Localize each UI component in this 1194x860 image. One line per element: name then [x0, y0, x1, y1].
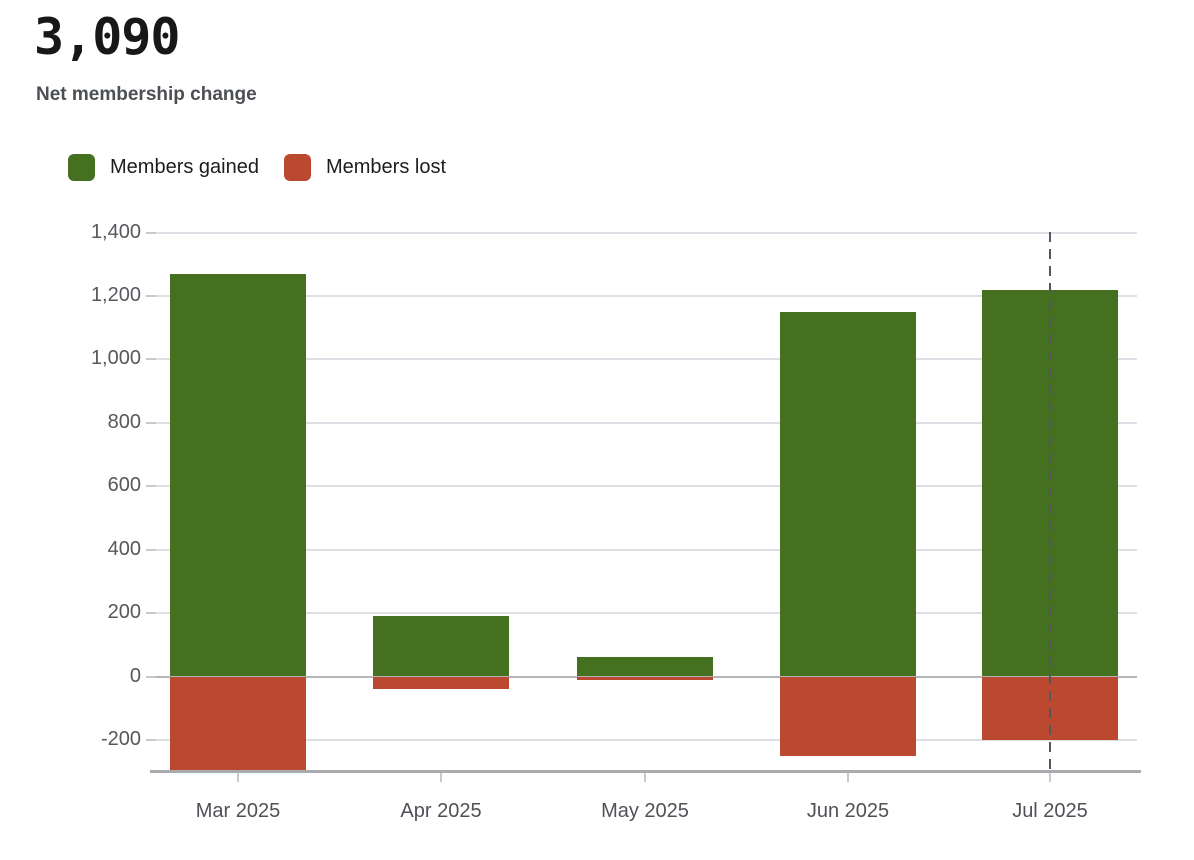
- x-tick-label-mar-2025: Mar 2025: [195, 800, 281, 822]
- net-change-value: 3,090: [34, 8, 181, 66]
- members-lost-swatch-icon: [283, 154, 311, 181]
- y-tick-label: 600: [107, 474, 141, 497]
- y-axis-tick: [146, 675, 156, 678]
- y-tick-label: 1,000: [90, 347, 141, 370]
- legend-label-members-lost: Members lost: [325, 156, 446, 178]
- bar-members-lost-jun-2025: [780, 676, 916, 756]
- x-axis-tick: [1049, 772, 1051, 782]
- net-change-label: Net membership change: [36, 84, 257, 105]
- x-axis-line: [150, 769, 1141, 773]
- y-axis-tick: [146, 612, 156, 615]
- x-tick-label-may-2025: May 2025: [601, 800, 689, 822]
- y-tick-label: 0: [129, 664, 141, 687]
- bar-members-gained-mar-2025: [170, 273, 306, 677]
- x-axis-tick: [847, 772, 849, 782]
- members-gained-swatch-icon: [68, 154, 95, 181]
- y-axis-tick: [146, 294, 156, 297]
- y-tick-label: 200: [107, 601, 141, 624]
- y-axis-tick: [146, 421, 156, 424]
- bar-members-lost-apr-2025: [373, 676, 509, 690]
- y-tick-label: -200: [100, 727, 141, 750]
- chart-legend: Members gained Members lost: [68, 154, 446, 181]
- x-axis-tick: [237, 772, 239, 782]
- y-tick-label: 1,400: [90, 220, 141, 243]
- gridline: [155, 294, 1137, 297]
- gridline: [155, 421, 1137, 424]
- legend-item-members-lost: Members lost: [283, 154, 446, 181]
- y-axis-tick: [146, 485, 156, 488]
- y-tick-label: 400: [107, 537, 141, 560]
- y-axis-tick: [146, 231, 156, 234]
- x-axis-tick: [644, 772, 646, 782]
- current-period-dashed-rule: [1048, 231, 1052, 772]
- x-tick-label-jun-2025: Jun 2025: [806, 800, 890, 822]
- legend-item-members-gained: Members gained: [68, 154, 259, 181]
- x-axis-tick: [440, 772, 442, 782]
- y-tick-label: 800: [107, 410, 141, 433]
- x-tick-label-apr-2025: Apr 2025: [400, 800, 482, 822]
- bar-members-lost-mar-2025: [170, 676, 306, 772]
- y-tick-label: 1,200: [90, 283, 141, 306]
- bar-members-lost-may-2025: [577, 676, 713, 680]
- bar-members-gained-apr-2025: [373, 616, 509, 677]
- bar-members-gained-jun-2025: [780, 311, 916, 677]
- bar-members-gained-may-2025: [577, 657, 713, 677]
- gridline: [155, 548, 1137, 551]
- y-axis-tick: [146, 358, 156, 361]
- gridline: [155, 358, 1137, 361]
- y-axis-tick: [146, 548, 156, 551]
- gridline: [155, 231, 1137, 234]
- x-tick-label-jul-2025: Jul 2025: [1012, 800, 1088, 822]
- gridline: [155, 485, 1137, 488]
- gridline: [155, 612, 1137, 615]
- y-axis-tick: [146, 738, 156, 741]
- gridline: [155, 738, 1137, 741]
- legend-label-members-gained: Members gained: [110, 156, 259, 178]
